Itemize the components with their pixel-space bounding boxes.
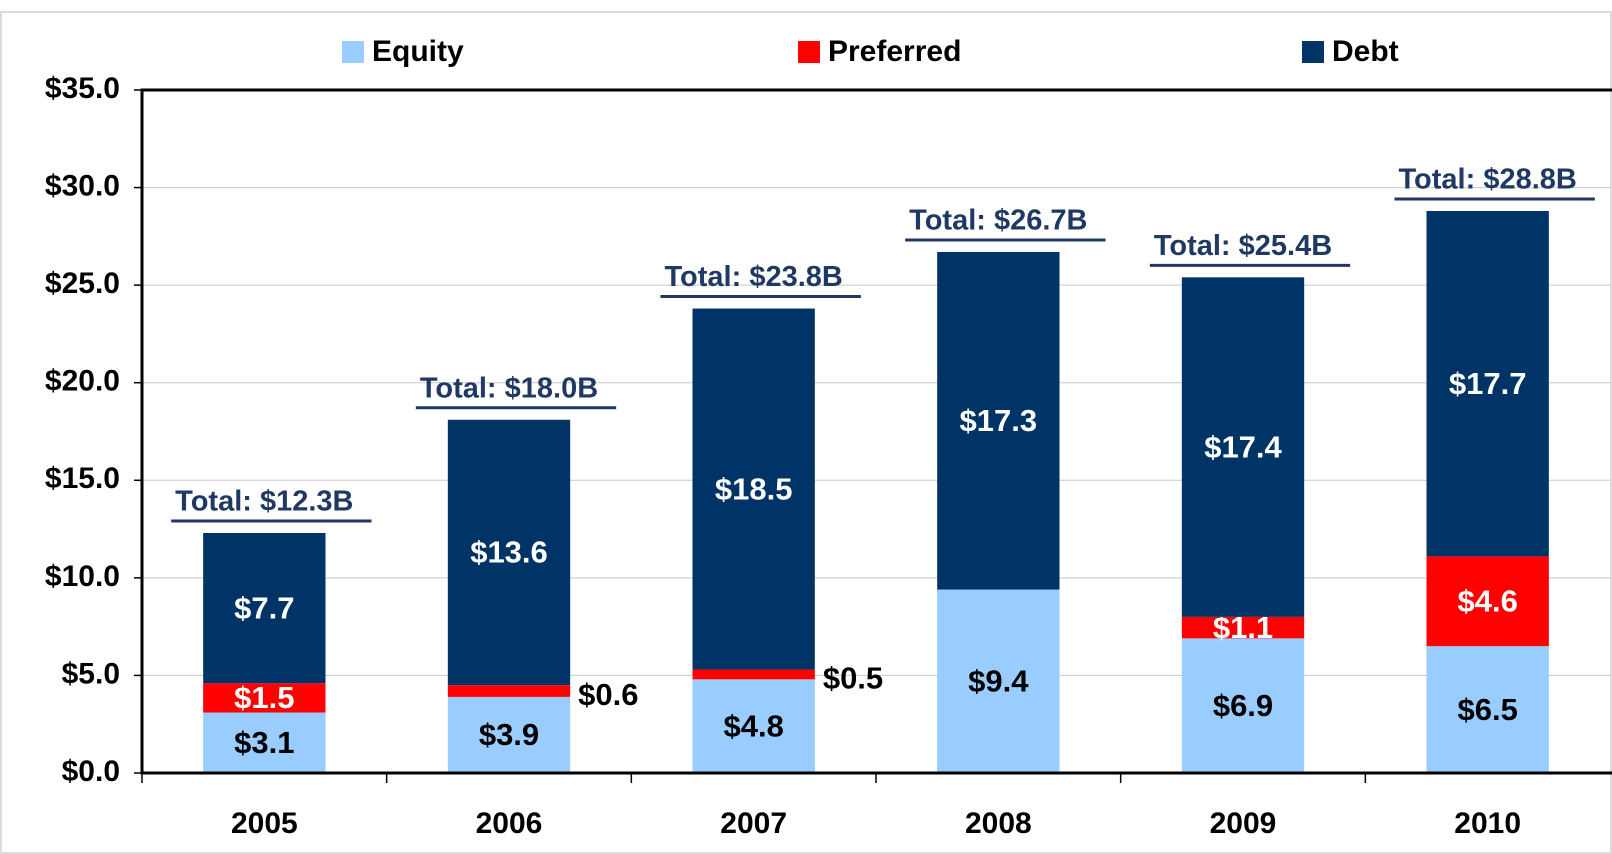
legend-swatch [342, 41, 364, 63]
y-tick-label: $5.0 [62, 657, 120, 690]
legend-label: Preferred [828, 35, 961, 68]
total-annotation: Total: $28.8B [1398, 164, 1576, 196]
bar-segment [692, 308, 815, 670]
y-tick-label: $25.0 [45, 267, 120, 300]
y-tick-label: $35.0 [45, 72, 120, 105]
total-annotation: Total: $25.4B [1154, 230, 1332, 262]
y-tick-label: $20.0 [45, 365, 120, 398]
y-tick-label: $15.0 [45, 462, 120, 495]
bar-segment [1181, 616, 1305, 639]
chart-border [0, 11, 1612, 854]
data-label: $13.6 [470, 535, 548, 570]
bar-segment [1181, 277, 1305, 617]
legend-label: Debt [1332, 35, 1399, 68]
total-annotation: Total: $12.3B [175, 486, 353, 518]
data-label: $3.1 [234, 725, 294, 760]
bar-segment [447, 419, 571, 686]
data-label: $17.3 [960, 403, 1038, 438]
data-label: $3.9 [479, 717, 539, 752]
bar-segment [447, 696, 571, 773]
data-label: $4.6 [1457, 583, 1517, 618]
data-label: $17.4 [1204, 429, 1282, 464]
plot-frame [140, 88, 1612, 775]
legend-swatch [798, 41, 820, 63]
total-annotation: Total: $23.8B [664, 261, 842, 293]
bar-segment [937, 251, 1060, 590]
x-tick-label: 2005 [231, 807, 298, 840]
data-label: $7.7 [234, 590, 294, 625]
legend-swatch [1302, 41, 1324, 63]
x-tick-label: 2008 [965, 807, 1032, 840]
bar-segment [203, 683, 326, 713]
x-tick-label: 2009 [1210, 807, 1277, 840]
bar-segment [692, 669, 815, 680]
data-label: $1.5 [234, 680, 294, 715]
data-label: $18.5 [715, 471, 793, 506]
data-label: $0.6 [578, 677, 638, 712]
data-label: $0.5 [823, 661, 883, 696]
data-label: $9.4 [968, 663, 1029, 698]
y-tick-label: $0.0 [62, 755, 120, 788]
bar-segment [203, 532, 326, 684]
y-tick-label: $30.0 [45, 169, 120, 202]
bar-segment [1181, 638, 1305, 773]
data-label: $6.5 [1457, 692, 1517, 727]
bar-segment [1426, 210, 1549, 557]
x-tick-label: 2010 [1454, 807, 1521, 840]
data-label: $4.8 [723, 708, 783, 743]
bar-segment [447, 685, 571, 697]
bar-segment [692, 679, 815, 773]
bar-segment [937, 589, 1060, 773]
legend-label: Equity [372, 35, 464, 68]
x-tick-label: 2006 [476, 807, 543, 840]
bar-segment [203, 712, 326, 773]
x-tick-label: 2007 [720, 807, 787, 840]
data-label: $17.7 [1449, 366, 1527, 401]
data-label: $6.9 [1213, 688, 1273, 723]
bar-segment [1426, 646, 1549, 773]
bar-segment [1426, 556, 1549, 647]
y-tick-label: $10.0 [45, 560, 120, 593]
total-annotation: Total: $18.0B [420, 372, 598, 404]
total-annotation: Total: $26.7B [909, 205, 1087, 237]
